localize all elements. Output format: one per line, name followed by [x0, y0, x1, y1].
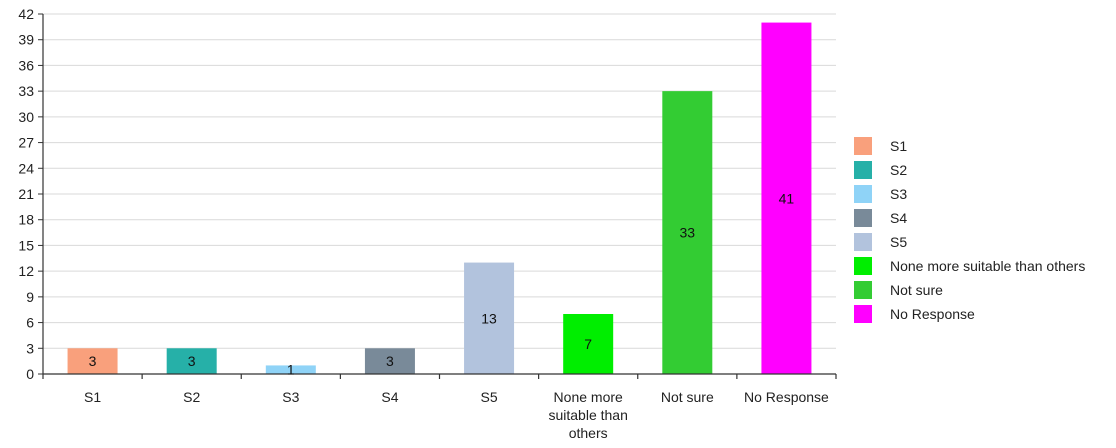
- bar-s1: [67, 348, 118, 374]
- y-tick-label: 24: [18, 160, 34, 176]
- x-tick-label-s3: S3: [282, 389, 299, 405]
- legend-swatch: [854, 281, 872, 299]
- x-tick-label-no-response: No Response: [744, 389, 829, 405]
- bar-not-sure: [662, 91, 713, 375]
- y-tick-label: 36: [18, 57, 34, 73]
- legend-swatch: [854, 161, 872, 179]
- legend-item-s5: S5: [854, 233, 907, 251]
- legend-swatch: [854, 233, 872, 251]
- bar-s3: [265, 365, 316, 374]
- legend-item-no-response: No Response: [854, 305, 975, 323]
- legend-label: S2: [890, 162, 907, 178]
- legend-label: Not sure: [890, 282, 943, 298]
- y-tick-label: 0: [26, 366, 34, 382]
- legend-label: None more suitable than others: [890, 258, 1085, 274]
- x-tick-label-s4: S4: [381, 389, 398, 405]
- legend-swatch: [854, 185, 872, 203]
- legend-item-none-more-suitable-than-others: None more suitable than others: [854, 257, 1085, 275]
- y-tick-label: 27: [18, 135, 34, 151]
- axes: [38, 13, 837, 379]
- legend-item-s1: S1: [854, 137, 907, 155]
- data-label-s1: 3: [89, 353, 97, 369]
- gridlines: [43, 13, 836, 349]
- x-tick-label-s2: S2: [183, 389, 200, 405]
- y-tick-label: 18: [18, 212, 34, 228]
- bar-s4: [364, 348, 415, 374]
- legend-swatch: [854, 137, 872, 155]
- data-label-none-more-suitable-than-others: 7: [584, 336, 592, 352]
- data-label-s3: 1: [287, 362, 295, 378]
- legend-swatch: [854, 209, 872, 227]
- y-tick-label: 39: [18, 32, 34, 48]
- y-tick-label: 15: [18, 237, 34, 253]
- x-tick-label-not-sure: Not sure: [661, 389, 714, 405]
- x-tick-label-s5: S5: [481, 389, 498, 405]
- legend-label: S1: [890, 138, 907, 154]
- y-tick-label: 9: [26, 289, 34, 305]
- bar-s2: [166, 348, 217, 374]
- y-tick-label: 30: [18, 109, 34, 125]
- bar-s5: [464, 262, 515, 374]
- legend-swatch: [854, 305, 872, 323]
- legend-item-not-sure: Not sure: [854, 281, 943, 299]
- legend-label: No Response: [890, 306, 975, 322]
- data-label-s2: 3: [188, 353, 196, 369]
- y-tick-label: 6: [26, 315, 34, 331]
- y-tick-label: 12: [18, 263, 34, 279]
- x-tick-label-none-more-suitable-than-others: None more suitable than others: [548, 389, 627, 441]
- data-label-no-response: 41: [779, 190, 795, 206]
- legend: S1 S2 S3 S4 S5 None more suitable than others…: [854, 137, 1085, 323]
- legend-label: S3: [890, 186, 907, 202]
- data-label-s5: 13: [481, 310, 497, 326]
- legend-label: S4: [890, 210, 907, 226]
- legend-label: S5: [890, 234, 907, 250]
- legend-swatch: [854, 257, 872, 275]
- data-label-s4: 3: [386, 353, 394, 369]
- legend-item-s4: S4: [854, 209, 907, 227]
- y-tick-label: 3: [26, 340, 34, 356]
- x-tick-labels: S1 S2 S3 S4 S5 None more suitable than others No…: [84, 389, 829, 441]
- data-label-not-sure: 33: [680, 225, 696, 241]
- legend-item-s2: S2: [854, 161, 907, 179]
- y-tick-label: 33: [18, 83, 34, 99]
- bar-no-response: [761, 22, 812, 374]
- bar-none-more-suitable-than-others: [563, 314, 614, 374]
- y-tick-label: 42: [18, 6, 34, 22]
- bars: [67, 22, 812, 375]
- legend-item-s3: S3: [854, 185, 907, 203]
- x-tick-label-s1: S1: [84, 389, 101, 405]
- y-tick-label: 21: [18, 186, 34, 202]
